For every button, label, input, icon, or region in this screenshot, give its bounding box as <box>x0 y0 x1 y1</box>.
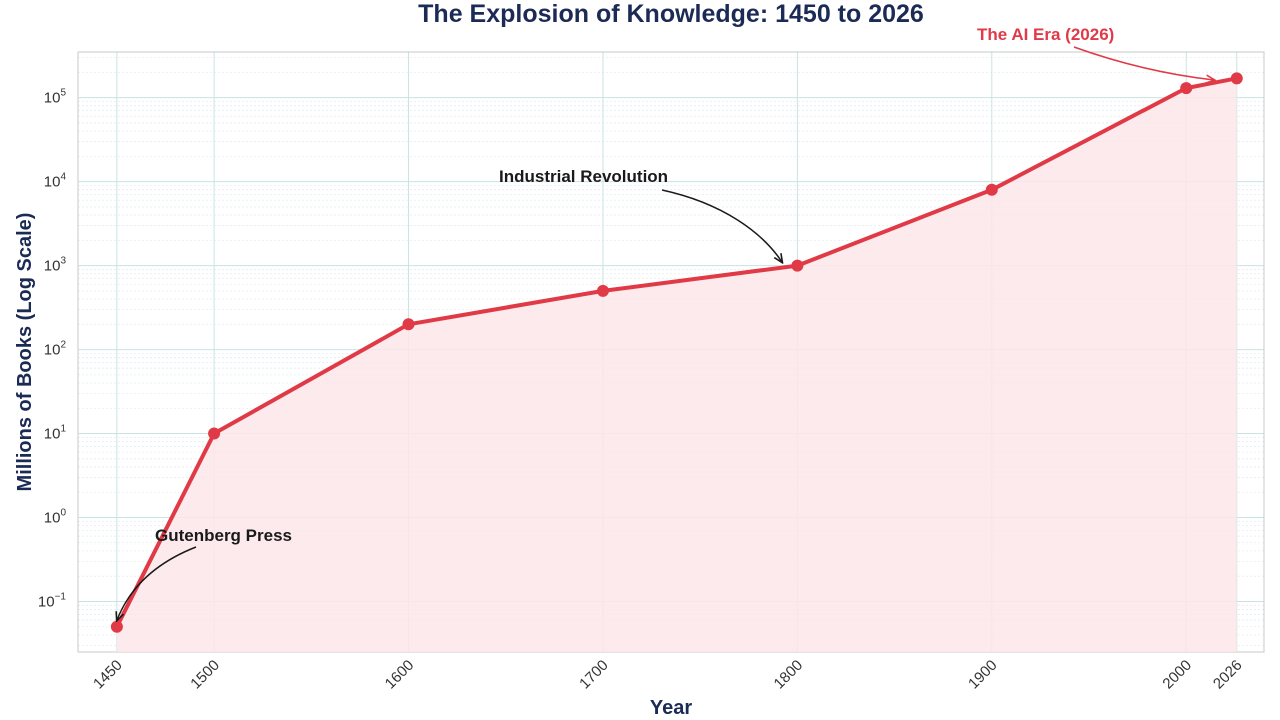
x-axis-label: Year <box>650 697 692 719</box>
x-tick-label-group: 1600 <box>382 657 418 693</box>
y-tick-label: 104 <box>44 172 67 191</box>
data-point-1700 <box>596 284 609 297</box>
annotation-gutenberg-arrow <box>117 546 197 620</box>
data-points <box>110 72 1243 633</box>
y-axis-label: Millions of Books (Log Scale) <box>14 213 36 492</box>
x-tick-label-group: 1800 <box>771 657 807 693</box>
x-tick-label-group: 2026 <box>1210 657 1246 693</box>
y-tick-label: 101 <box>44 424 67 443</box>
data-point-2000 <box>1180 82 1193 95</box>
series-line <box>115 76 1238 628</box>
x-tick-label: 1800 <box>771 657 807 693</box>
x-tick-label-group: 1900 <box>965 657 1001 693</box>
y-tick-label: 10−1 <box>38 591 67 610</box>
x-tick-labels: 1450 1500 1600 1700 1800 1900 2000 2026 <box>90 657 1246 693</box>
y-tick-label: 102 <box>44 340 67 359</box>
x-tick-label: 1600 <box>382 657 418 693</box>
y-tick-labels: 10−1 100 101 102 103 104 105 <box>38 88 67 611</box>
annotation-industrial-arrow <box>661 189 782 262</box>
x-tick-label-group: 2000 <box>1159 657 1195 693</box>
y-tick-label: 103 <box>44 256 67 275</box>
x-tick-label-group: 1450 <box>90 657 126 693</box>
series-area-fill <box>116 78 1237 653</box>
x-tick-label: 1500 <box>187 657 223 693</box>
y-tick-label: 105 <box>44 88 67 107</box>
x-tick-label: 1900 <box>965 657 1001 693</box>
data-point-1450 <box>110 620 123 633</box>
chart-title: The Explosion of Knowledge: 1450 to 2026 <box>418 0 924 28</box>
x-tick-label-group: 1700 <box>576 657 612 693</box>
annotation-gutenberg-press: Gutenberg Press <box>155 526 292 545</box>
x-tick-label: 1700 <box>576 657 612 693</box>
annotation-ai-era-arrow <box>1073 46 1214 80</box>
data-point-1600 <box>402 318 415 331</box>
annotation-industrial-revolution: Industrial Revolution <box>499 167 668 186</box>
data-point-2026 <box>1230 72 1243 85</box>
data-point-1900 <box>985 183 998 196</box>
y-tick-label: 100 <box>44 507 67 526</box>
x-tick-label-group: 1500 <box>187 657 223 693</box>
x-tick-label: 1450 <box>90 657 126 693</box>
x-tick-label: 2000 <box>1159 657 1195 693</box>
annotation-ai-era: The AI Era (2026) <box>977 25 1114 44</box>
x-tick-label: 2026 <box>1210 657 1246 693</box>
data-point-1800 <box>791 259 804 272</box>
data-point-1500 <box>208 427 221 440</box>
